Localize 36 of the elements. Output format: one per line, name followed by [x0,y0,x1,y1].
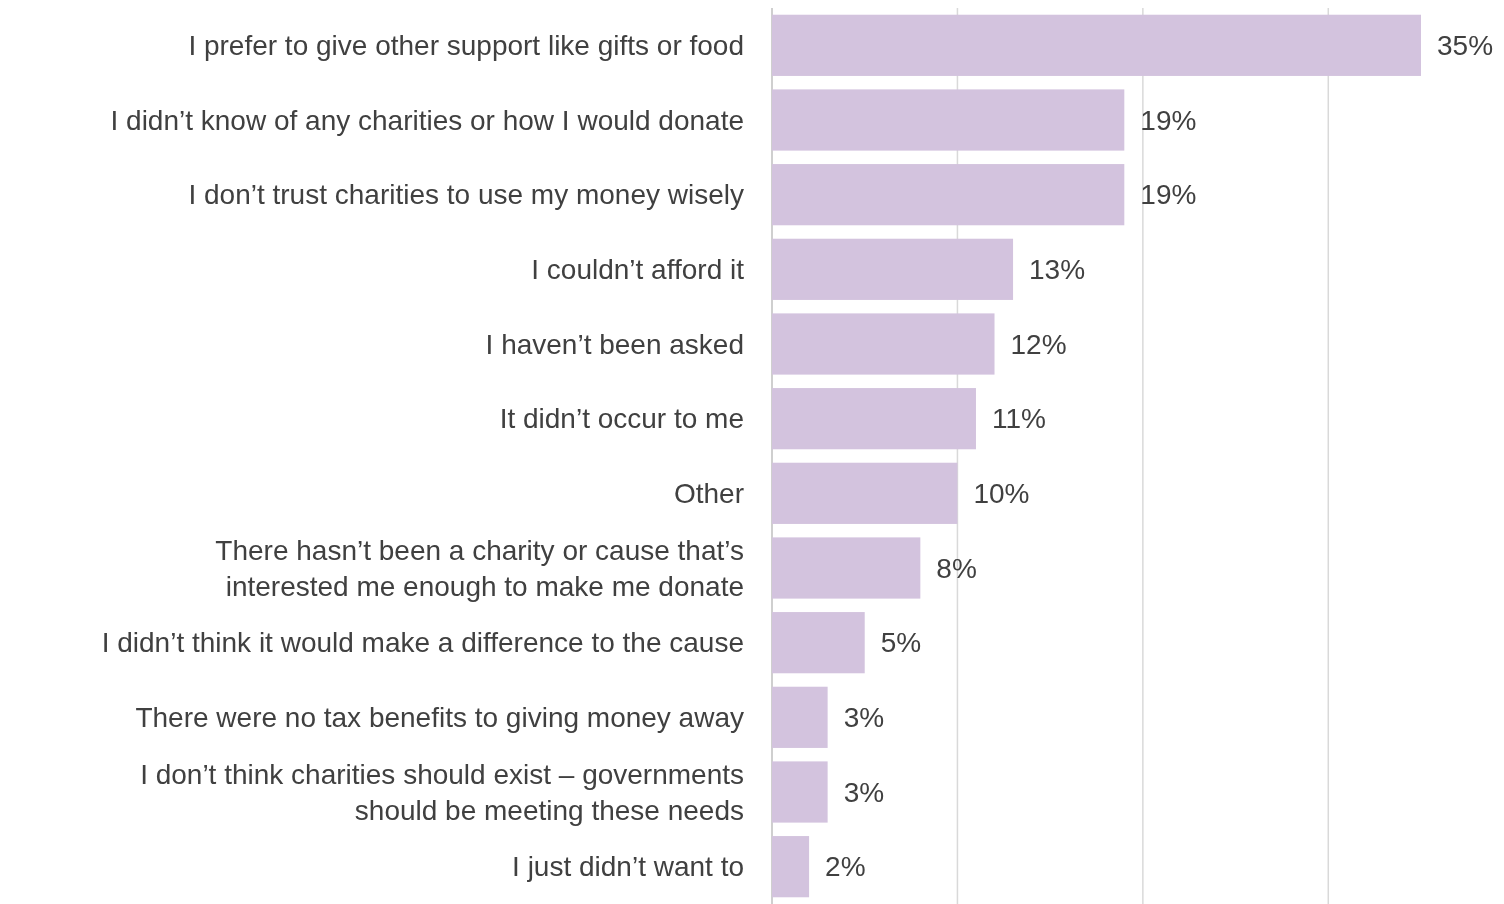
bar [772,537,921,599]
data-label: 10% [973,478,1030,510]
bar [772,164,1125,226]
y-tick-label: I didn’t think it would make a difference to the cause [101,627,744,659]
data-label: 19% [1140,104,1197,136]
bar [772,89,1125,151]
y-tick-label: Other [673,478,744,510]
data-label: 35% [1437,30,1494,62]
bar [772,313,995,375]
bar [772,14,1421,76]
y-tick-label: I didn’t know of any charities or how I would donate [110,104,744,136]
bar [772,238,1014,300]
y-tick-label: There were no tax benefits to giving money away [135,702,744,734]
bar [772,836,810,898]
bar [772,462,958,524]
data-label: 19% [1140,179,1197,211]
data-label: 3% [843,776,885,808]
bar [772,761,828,823]
data-label: 5% [880,627,922,659]
data-label: 2% [825,851,866,883]
y-tick-label: It didn’t occur to me [499,403,744,435]
y-tick-label: I just didn’t want to [512,851,744,883]
data-label: 12% [1010,328,1067,360]
data-label: 3% [843,702,885,734]
y-tick-label: I don’t trust charities to use my money wisely [188,179,744,211]
data-label: 13% [1029,254,1086,286]
data-label: 11% [991,403,1046,435]
bar [772,388,976,450]
y-tick-label: I don’t think charities should exist – governments should be meeting these needs [140,758,744,826]
y-tick-label: I haven’t been asked [485,328,744,360]
y-tick-label: I prefer to give other support like gifts or food [188,30,744,62]
y-tick-label: There hasn’t been a charity or cause that’s interested me enough to make me donate [215,534,744,602]
y-tick-label: I couldn’t afford it [531,254,745,286]
bar [772,686,828,748]
bar [772,612,865,674]
data-label: 8% [936,552,977,584]
